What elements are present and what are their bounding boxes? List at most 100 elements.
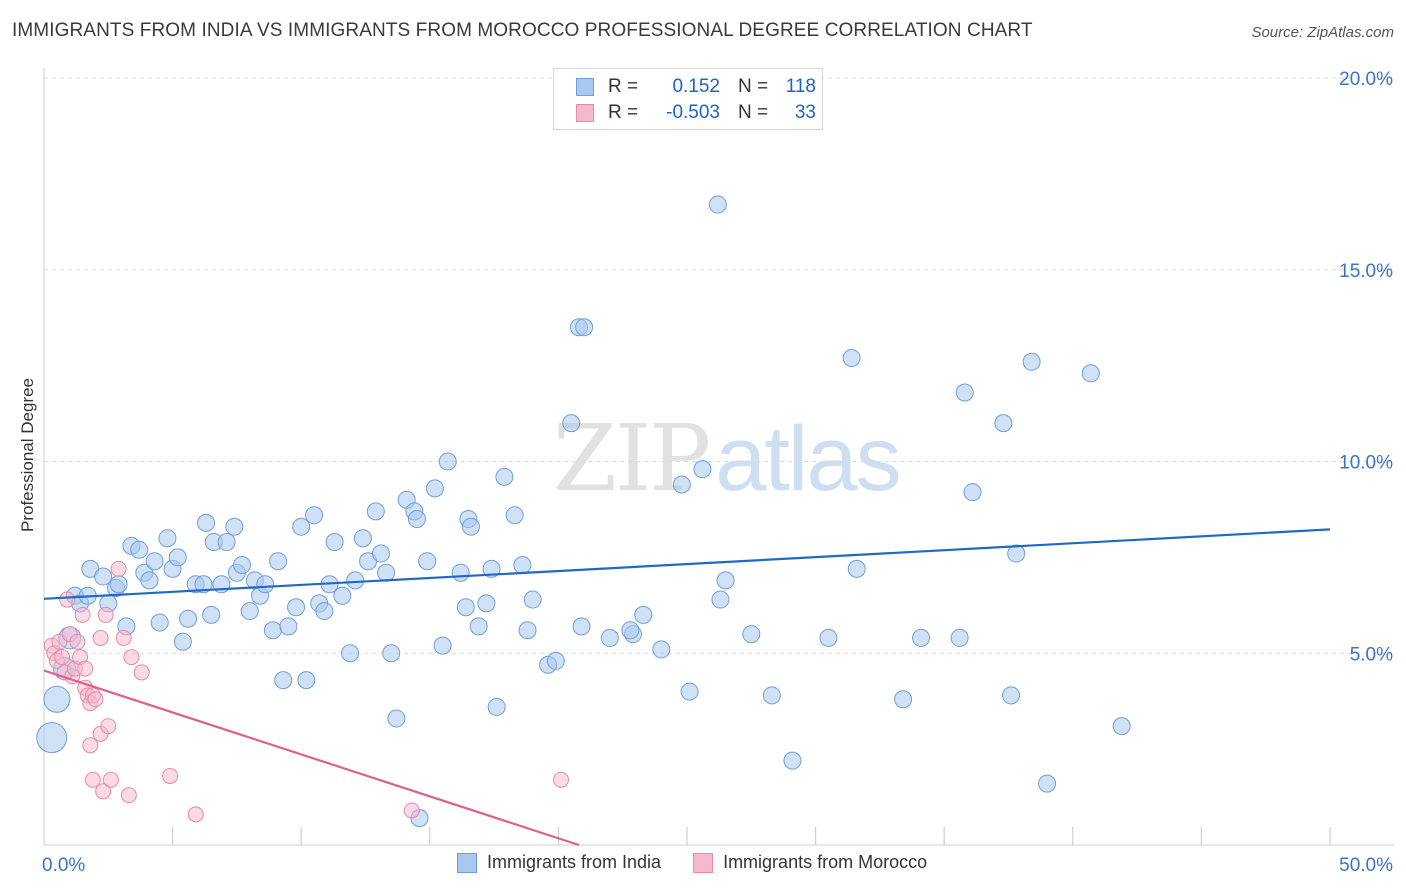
point-india (269, 552, 288, 571)
watermark-atlas: atlas (715, 408, 901, 510)
point-india (513, 556, 532, 575)
point-india (634, 605, 653, 624)
point-india (202, 605, 221, 624)
point-morocco (120, 787, 137, 804)
point-india (425, 479, 444, 498)
legend-row-morocco: R = -0.503 N = 33 (576, 101, 816, 125)
point-india (256, 575, 275, 594)
point-india (140, 571, 159, 590)
y-tick-label: 15.0% (1339, 261, 1393, 282)
point-india (716, 571, 735, 590)
point-india (305, 506, 324, 525)
tick-label-layer: 5.0% 10.0% 15.0% 20.0% 0.0% 50.0% (42, 69, 1393, 876)
point-india (495, 467, 514, 486)
point-morocco (92, 629, 109, 646)
legend-r-value: 0.152 (672, 76, 720, 97)
point-india (762, 686, 781, 705)
point-india (150, 613, 169, 632)
series-legend-item-morocco: Immigrants from Morocco (693, 852, 927, 873)
legend-swatch-india (576, 78, 594, 96)
point-india (1022, 352, 1041, 371)
point-india (43, 685, 71, 713)
point-india (433, 636, 452, 655)
point-india (333, 586, 352, 605)
point-india (912, 628, 931, 647)
point-india (1081, 364, 1100, 383)
points-layer (36, 195, 1131, 828)
point-morocco (95, 783, 112, 800)
point-india (233, 556, 252, 575)
point-india (353, 529, 372, 548)
point-india (783, 751, 802, 770)
point-morocco (115, 629, 132, 646)
point-india (382, 644, 401, 663)
point-india (418, 552, 437, 571)
point-india (225, 517, 244, 536)
stats-legend: R = 0.152 N = 118 R = -0.503 N = 33 (553, 68, 823, 130)
source-label: Source: ZipAtlas.com (1251, 24, 1394, 41)
point-india (1112, 717, 1131, 736)
point-india (292, 517, 311, 536)
y-tick-label: 10.0% (1339, 453, 1393, 474)
point-india (505, 506, 524, 525)
point-india (546, 651, 565, 670)
point-india (94, 567, 113, 586)
point-india (438, 452, 457, 471)
point-india (456, 598, 475, 617)
point-india (194, 575, 213, 594)
point-india (461, 517, 480, 536)
point-india (562, 414, 581, 433)
legend-n-label: N = (738, 76, 769, 97)
point-india (158, 529, 177, 548)
point-india (819, 628, 838, 647)
point-india (407, 510, 426, 529)
point-india (842, 348, 861, 367)
trend-layer (43, 528, 1331, 847)
point-india (377, 563, 396, 582)
point-india (341, 644, 360, 663)
point-india (575, 318, 594, 337)
point-india (279, 617, 298, 636)
series-swatch-india (457, 852, 477, 873)
legend-r-value: -0.503 (666, 102, 720, 123)
point-morocco (59, 591, 76, 608)
point-india (366, 502, 385, 521)
series-legend-label: Immigrants from Morocco (723, 852, 928, 872)
point-india (711, 590, 730, 609)
point-india (173, 632, 192, 651)
legend-row-india: R = 0.152 N = 118 (576, 75, 816, 99)
point-india (346, 571, 365, 590)
point-india (1007, 544, 1026, 563)
point-morocco (77, 660, 94, 677)
point-india (950, 628, 969, 647)
point-india (572, 617, 591, 636)
point-india (477, 594, 496, 613)
point-morocco (110, 560, 127, 577)
point-morocco (552, 771, 569, 788)
point-india (518, 621, 537, 640)
point-morocco (69, 633, 86, 650)
point-india (197, 513, 216, 532)
series-swatch-morocco (693, 852, 714, 873)
y-tick-label: 20.0% (1339, 69, 1393, 90)
y-tick-label: 5.0% (1350, 644, 1393, 665)
point-india (621, 621, 640, 640)
x-tick-label: 0.0% (42, 855, 85, 876)
point-india (680, 682, 699, 701)
point-india (1038, 774, 1057, 793)
point-india (240, 602, 259, 621)
point-india (847, 559, 866, 578)
trendline-india (43, 528, 1331, 600)
series-legend-label: Immigrants from India (487, 852, 662, 872)
point-india (963, 483, 982, 502)
point-india (109, 575, 128, 594)
point-india (708, 195, 727, 214)
point-morocco (84, 771, 101, 788)
point-india (482, 559, 501, 578)
axis-layer (43, 68, 1394, 846)
point-india (217, 533, 236, 552)
point-india (179, 609, 198, 628)
trendline-morocco (43, 669, 580, 847)
point-india (451, 563, 470, 582)
point-india (742, 625, 761, 644)
